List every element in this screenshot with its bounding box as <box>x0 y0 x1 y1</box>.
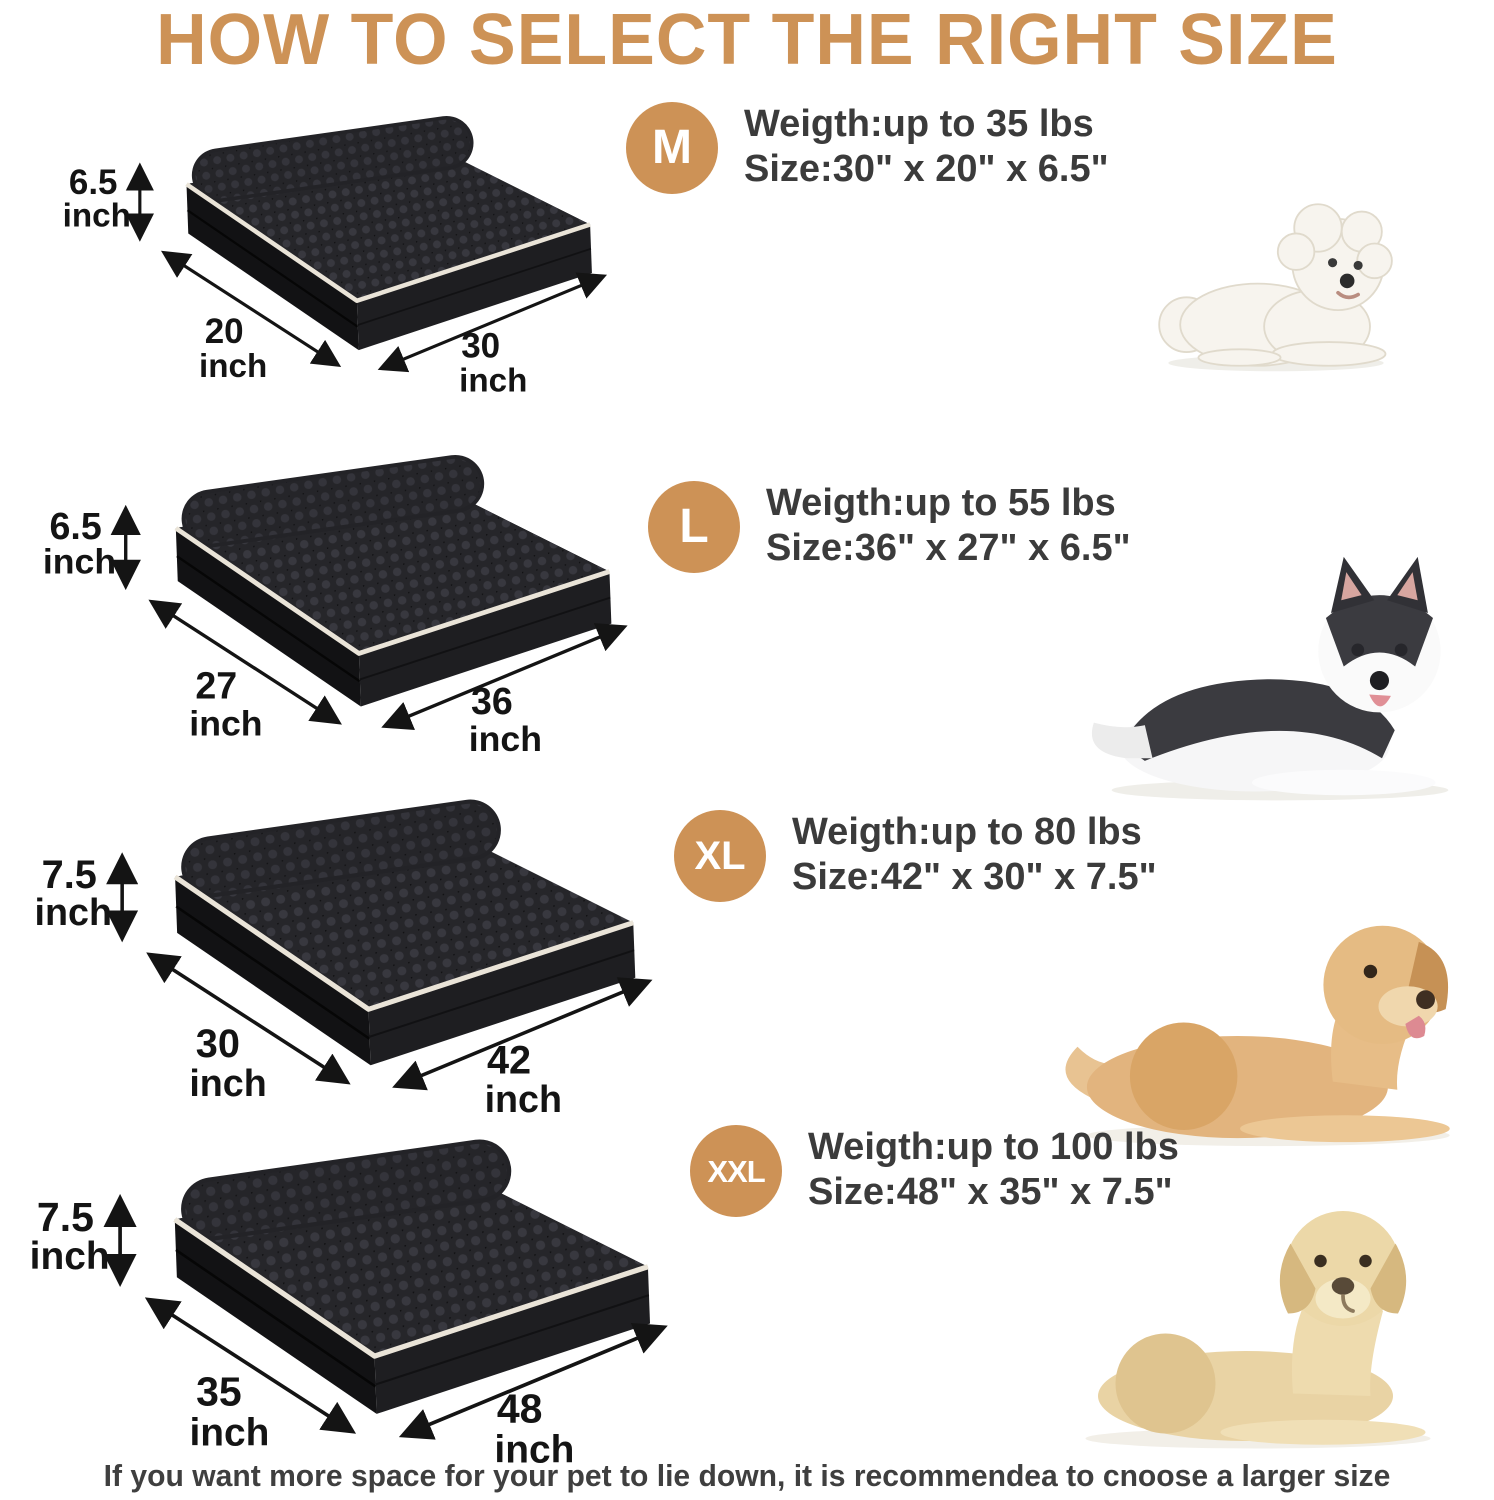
size-text: Size:48" x 35" x 7.5" <box>808 1170 1173 1213</box>
height-dimension-value: 6.5 <box>49 505 101 547</box>
info-cell-l: L Weigth:up to 55 lbs Size:36" x 27" x 6… <box>648 421 1488 807</box>
bed-cell-xl: 7.5 inch 30 inch 42 inch <box>6 766 674 1121</box>
page-title: HOW TO SELECT THE RIGHT SIZE <box>156 0 1338 80</box>
length-dimension-unit: inch <box>494 1428 574 1466</box>
size-info-text-m: Weigth:up to 35 lbs Size:30" x 20" x 6.5… <box>744 102 1109 192</box>
size-badge-m: M <box>626 102 718 194</box>
width-dimension-unit: inch <box>189 703 262 743</box>
size-row-l: 6.5 inch 27 inch 36 inch L Weigth:up to … <box>6 421 1488 801</box>
size-row-m: 6.5 inch 20 inch 30 inch M Weigth:up to … <box>6 76 1488 421</box>
width-dimension-unit: inch <box>189 1411 269 1454</box>
weight-text: Weigth:up to 35 lbs <box>744 103 1094 145</box>
height-dimension-unit: inch <box>30 1235 110 1278</box>
height-dimension-value: 6.5 <box>69 163 118 202</box>
footnote-text: If you want more space for your pet to l… <box>103 1458 1391 1493</box>
height-dimension-unit: inch <box>63 197 131 234</box>
weight-text: Weigth:up to 100 lbs <box>808 1126 1179 1168</box>
bed-cell-xxl: 7.5 inch 35 inch 48 inch <box>6 1111 690 1472</box>
length-dimension-unit: inch <box>459 362 527 395</box>
size-text: Size:30" x 20" x 6.5" <box>744 147 1109 190</box>
width-dimension-unit: inch <box>189 1062 266 1104</box>
width-dimension-unit: inch <box>199 348 267 385</box>
length-dimension-value: 36 <box>471 680 513 722</box>
info-cell-xxl: XXL Weigth:up to 100 lbs Size:48" x 35" … <box>690 1111 1488 1454</box>
size-badge-xl: XL <box>674 810 766 902</box>
weight-text: Weigth:up to 80 lbs <box>792 811 1142 853</box>
dog-photo-yellow-labrador <box>1058 1191 1458 1454</box>
height-dimension-value: 7.5 <box>37 1194 94 1240</box>
size-info-text-xxl: Weigth:up to 100 lbs Size:48" x 35" x 7.… <box>808 1125 1179 1215</box>
size-info-text-l: Weigth:up to 55 lbs Size:36" x 27" x 6.5… <box>766 481 1131 571</box>
length-dimension-value: 30 <box>461 326 500 365</box>
width-dimension-value: 20 <box>205 312 244 351</box>
width-dimension-value: 35 <box>196 1369 242 1415</box>
size-row-xl: 7.5 inch 30 inch 42 inch XL Weigth:up to… <box>6 766 1488 1147</box>
length-dimension-unit: inch <box>485 1078 562 1116</box>
length-dimension-value: 48 <box>497 1385 543 1431</box>
size-badge-xxl: XXL <box>690 1125 782 1217</box>
dog-bed-illustration-l: 6.5 inch 27 inch 36 inch <box>43 427 648 759</box>
dog-bed-illustration-m: 6.5 inch 20 inch 30 inch <box>63 90 626 399</box>
height-dimension-unit: inch <box>43 541 116 581</box>
dog-bed-illustration-xl: 7.5 inch 30 inch 42 inch <box>35 770 674 1120</box>
height-dimension-unit: inch <box>35 891 112 933</box>
height-dimension-value: 7.5 <box>42 853 97 897</box>
length-dimension-unit: inch <box>469 719 542 755</box>
size-row-xxl: 7.5 inch 35 inch 48 inch XXL Weigth:up t… <box>6 1111 1488 1471</box>
size-badge-l: L <box>648 481 740 573</box>
width-dimension-value: 30 <box>196 1022 240 1066</box>
dog-photo-bichon-frise <box>1130 186 1422 378</box>
size-rows: 6.5 inch 20 inch 30 inch M Weigth:up to … <box>0 76 1494 1471</box>
size-text: Size:42" x 30" x 7.5" <box>792 855 1157 898</box>
info-cell-m: M Weigth:up to 35 lbs Size:30" x 20" x 6… <box>626 76 1488 378</box>
weight-text: Weigth:up to 55 lbs <box>766 482 1116 524</box>
size-text: Size:36" x 27" x 6.5" <box>766 526 1131 569</box>
bed-cell-m: 6.5 inch 20 inch 30 inch <box>6 76 626 400</box>
dog-bed-illustration-xxl: 7.5 inch 35 inch 48 inch <box>30 1109 690 1471</box>
info-cell-xl: XL Weigth:up to 80 lbs Size:42" x 30" x … <box>674 766 1488 1154</box>
width-dimension-value: 27 <box>195 665 237 707</box>
size-info-text-xl: Weigth:up to 80 lbs Size:42" x 30" x 7.5… <box>792 810 1157 900</box>
bed-cell-l: 6.5 inch 27 inch 36 inch <box>6 421 648 760</box>
length-dimension-value: 42 <box>487 1038 531 1082</box>
